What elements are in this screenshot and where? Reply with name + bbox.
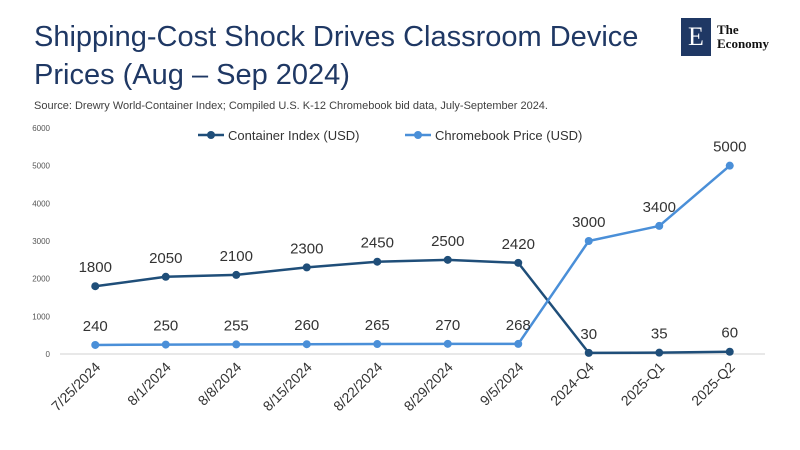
data-point: [161, 272, 170, 281]
data-label: 60: [721, 325, 738, 342]
y-tick-label: 5000: [32, 162, 50, 171]
data-point: [161, 340, 170, 349]
data-label: 2100: [220, 248, 253, 265]
x-tick-label: 9/5/2024: [477, 359, 527, 409]
data-point: [91, 340, 100, 349]
data-label: 3400: [643, 199, 676, 216]
data-label: 268: [506, 317, 531, 334]
data-point: [514, 339, 523, 348]
data-label: 2500: [431, 233, 464, 250]
data-point: [302, 263, 311, 272]
data-label: 250: [153, 318, 178, 335]
brand-logo: E The Economy: [681, 18, 769, 56]
data-point: [655, 348, 664, 357]
legend-label: Chromebook Price (USD): [435, 128, 582, 143]
data-point: [91, 282, 100, 291]
data-label: 5000: [713, 139, 746, 156]
data-label: 3000: [572, 214, 605, 231]
logo-wordmark: The Economy: [717, 23, 769, 51]
data-label: 265: [365, 317, 390, 334]
legend-swatch-marker: [414, 131, 422, 139]
x-tick-label: 2024-Q4: [547, 359, 597, 409]
y-tick-label: 4000: [32, 199, 50, 208]
data-label: 1800: [79, 259, 112, 276]
data-point: [584, 237, 593, 245]
data-point: [373, 257, 382, 266]
data-point: [725, 161, 734, 170]
series-line: [95, 258, 730, 355]
data-point: [584, 348, 593, 357]
legend-label: Container Index (USD): [228, 128, 360, 143]
x-tick-label: 8/8/2024: [195, 359, 245, 409]
y-tick-label: 3000: [32, 237, 50, 246]
x-tick-label: 8/15/2024: [260, 359, 316, 415]
x-tick-label: 8/1/2024: [124, 359, 174, 409]
source-note: Source: Drewry World-Container Index; Co…: [34, 100, 548, 112]
data-label: 2300: [290, 240, 323, 257]
x-tick-label: 8/29/2024: [401, 359, 457, 415]
logo-line-1: The: [717, 22, 739, 37]
x-tick-label: 8/22/2024: [330, 359, 386, 415]
data-point: [232, 340, 241, 349]
data-point: [725, 347, 734, 356]
data-point: [443, 255, 452, 264]
x-tick-label: 2025-Q2: [688, 359, 738, 409]
data-label: 255: [224, 317, 249, 334]
data-label: 2450: [361, 235, 394, 252]
data-point: [443, 339, 452, 348]
data-point: [373, 340, 382, 349]
data-label: 260: [294, 317, 319, 334]
y-tick-label: 0: [46, 350, 51, 359]
legend-swatch-marker: [207, 131, 215, 139]
x-tick-label: 2025-Q1: [618, 359, 668, 409]
data-point: [232, 270, 241, 279]
y-tick-label: 1000: [32, 312, 50, 321]
data-label: 35: [651, 326, 668, 343]
data-label: 2050: [149, 250, 182, 267]
data-label: 240: [83, 318, 108, 335]
x-tick-label: 7/25/2024: [48, 359, 104, 415]
logo-mark: E: [681, 18, 711, 56]
data-label: 30: [580, 326, 597, 343]
data-point: [655, 221, 664, 230]
y-tick-label: 6000: [32, 124, 50, 133]
series-line: [95, 164, 731, 347]
chart-title: Shipping-Cost Shock Drives Classroom Dev…: [34, 21, 639, 91]
data-label: 2420: [502, 236, 535, 253]
data-point: [302, 340, 311, 349]
data-point: [514, 258, 523, 267]
data-label: 270: [435, 317, 460, 334]
y-tick-label: 2000: [32, 275, 50, 284]
logo-line-2: Economy: [717, 36, 769, 51]
